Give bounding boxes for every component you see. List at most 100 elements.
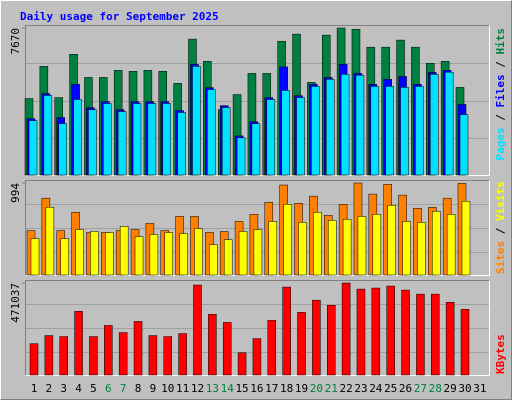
- legend-separator: /: [494, 221, 507, 241]
- bar: [417, 222, 426, 276]
- panel-bevel-light: [25, 25, 490, 176]
- x-tick-label: 1: [31, 382, 38, 395]
- bar: [459, 114, 469, 176]
- bar: [355, 75, 365, 176]
- bar: [252, 338, 262, 376]
- bar: [30, 238, 40, 276]
- bar: [282, 286, 291, 376]
- panel-bevel-dark: [25, 280, 490, 376]
- bar: [357, 216, 367, 276]
- legend: Pages / Files / Hits: [494, 28, 507, 161]
- bar: [148, 335, 158, 376]
- x-tick-label: 2: [46, 382, 53, 395]
- bar: [103, 103, 112, 176]
- x-tick-label: 21: [325, 382, 338, 395]
- bar: [90, 231, 99, 276]
- x-tick-label: 28: [429, 382, 442, 395]
- bar: [221, 107, 231, 176]
- legend-entry: Files: [494, 74, 507, 107]
- bar: [297, 312, 306, 376]
- x-tick-label: 18: [280, 382, 293, 395]
- x-tick-label: 5: [90, 382, 97, 395]
- bar: [460, 309, 470, 376]
- bar: [209, 244, 218, 276]
- x-tick-label: 24: [369, 382, 383, 395]
- y-max-label: 471037: [9, 283, 22, 323]
- bar: [431, 293, 440, 376]
- panel-bevel-light: [25, 280, 490, 376]
- x-tick-label: 17: [265, 382, 278, 395]
- y-max-label: 7670: [9, 28, 22, 55]
- bar: [194, 228, 203, 276]
- bar: [267, 320, 277, 376]
- bar: [28, 120, 38, 176]
- x-tick-label: 9: [150, 382, 157, 395]
- bar: [177, 112, 186, 176]
- bar: [29, 343, 39, 376]
- bar: [445, 301, 455, 376]
- bar: [164, 232, 174, 276]
- bar: [75, 229, 84, 276]
- bar: [117, 111, 127, 176]
- bar: [401, 289, 410, 376]
- bar: [386, 285, 395, 376]
- bar: [88, 109, 97, 176]
- x-tick-label: 4: [75, 382, 82, 395]
- bar: [162, 103, 172, 176]
- legend-entry: KBytes: [494, 334, 507, 374]
- bar: [444, 72, 454, 176]
- bar: [178, 333, 187, 376]
- bar: [387, 205, 396, 276]
- bar: [340, 74, 350, 176]
- bar: [432, 211, 441, 276]
- bar: [104, 325, 113, 376]
- bar: [149, 234, 159, 276]
- x-tick-label: 25: [384, 382, 397, 395]
- x-tick-label: 19: [295, 382, 308, 395]
- bar: [268, 221, 278, 276]
- bar: [266, 99, 276, 176]
- bar: [325, 79, 335, 176]
- bar: [281, 90, 290, 176]
- bar: [43, 95, 53, 176]
- bar: [236, 137, 246, 176]
- bar: [163, 336, 173, 376]
- legend-separator: /: [494, 108, 507, 128]
- x-tick-label: 13: [206, 382, 219, 395]
- bar: [446, 214, 456, 276]
- bar: [296, 97, 305, 176]
- bar: [370, 86, 380, 176]
- bar: [223, 239, 233, 276]
- bar: [356, 288, 366, 376]
- x-tick-label: 20: [310, 382, 323, 395]
- bar: [134, 236, 144, 276]
- y-max-label: 994: [9, 183, 22, 203]
- bar: [415, 86, 424, 176]
- legend: KBytes: [494, 334, 507, 374]
- legend-entry: Hits: [494, 28, 507, 55]
- bar: [311, 86, 320, 176]
- bar: [222, 322, 232, 376]
- x-tick-label: 16: [250, 382, 263, 395]
- x-tick-label: 23: [354, 382, 367, 395]
- bar: [251, 123, 261, 176]
- bar: [238, 231, 248, 276]
- bar: [208, 314, 217, 376]
- bar: [133, 321, 143, 376]
- x-tick-label: 26: [399, 382, 412, 395]
- chart-title: Daily usage for September 2025: [20, 10, 219, 23]
- x-tick-label: 8: [135, 382, 142, 395]
- legend-entry: Visits: [494, 181, 507, 221]
- bar: [207, 89, 216, 176]
- panel-bevel-dark: [25, 180, 490, 276]
- bar: [89, 336, 98, 376]
- bar: [400, 87, 409, 176]
- bar: [132, 103, 142, 176]
- bar: [237, 352, 247, 376]
- bar: [416, 293, 425, 376]
- bar: [327, 220, 337, 276]
- x-tick-label: 15: [235, 382, 248, 395]
- bar: [253, 229, 263, 276]
- panel-bevel-light: [25, 180, 490, 276]
